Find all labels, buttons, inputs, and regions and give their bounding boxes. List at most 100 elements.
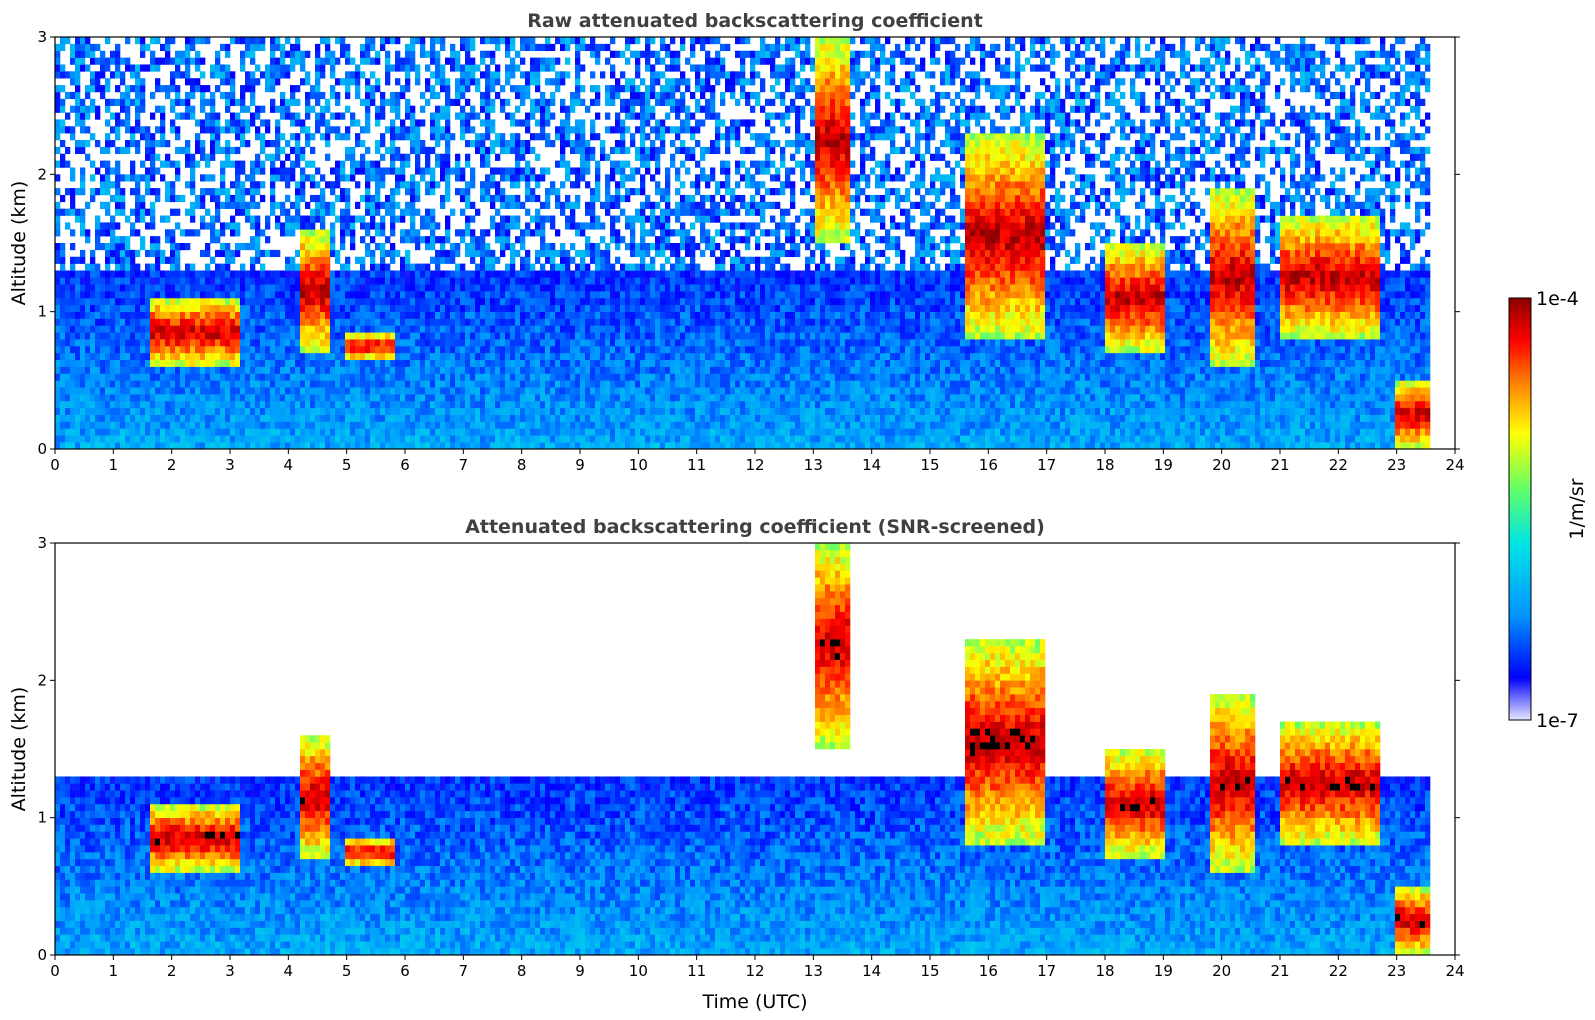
heatmap-cell bbox=[510, 174, 516, 182]
heatmap-cell bbox=[455, 352, 461, 361]
heatmap-cell bbox=[60, 414, 66, 422]
heatmap-cell bbox=[405, 98, 411, 106]
heatmap-cell bbox=[270, 50, 276, 58]
heatmap-cell bbox=[530, 146, 536, 155]
heatmap-cell bbox=[95, 236, 101, 244]
heatmap-cell bbox=[55, 421, 61, 429]
heatmap-cell bbox=[595, 442, 601, 449]
heatmap-cell bbox=[405, 400, 411, 409]
heatmap-cell bbox=[315, 208, 321, 216]
heatmap-cell bbox=[535, 222, 541, 230]
heatmap-cell bbox=[430, 188, 436, 196]
heatmap-cell bbox=[120, 146, 126, 155]
heatmap-cell bbox=[595, 112, 601, 120]
heatmap-cell bbox=[235, 112, 241, 120]
heatmap-cell bbox=[455, 64, 461, 72]
heatmap-cell bbox=[60, 160, 66, 168]
heatmap-cell bbox=[320, 311, 326, 319]
heatmap-cell bbox=[210, 71, 216, 79]
heatmap-cell bbox=[240, 318, 246, 326]
heatmap-cell bbox=[230, 297, 236, 306]
heatmap-cell bbox=[375, 297, 381, 306]
heatmap-cell bbox=[565, 71, 571, 79]
heatmap-cell bbox=[280, 325, 286, 333]
heatmap-cell bbox=[565, 414, 571, 422]
heatmap-cell bbox=[335, 256, 341, 264]
heatmap-cell bbox=[345, 339, 351, 347]
heatmap-cell bbox=[525, 442, 531, 449]
heatmap-cell bbox=[210, 236, 216, 244]
heatmap-cell bbox=[365, 181, 371, 189]
heatmap-cell bbox=[65, 332, 71, 340]
heatmap-cell bbox=[600, 400, 606, 409]
heatmap-cell bbox=[455, 297, 461, 306]
heatmap-cell bbox=[415, 194, 421, 203]
heatmap-cell bbox=[120, 339, 126, 347]
heatmap-cell bbox=[265, 407, 271, 415]
heatmap-cell bbox=[605, 256, 611, 264]
heatmap-cell bbox=[410, 43, 416, 52]
heatmap-cell bbox=[310, 346, 316, 354]
heatmap-cell bbox=[605, 394, 611, 402]
heatmap-cell bbox=[495, 394, 501, 402]
heatmap-cell bbox=[245, 394, 251, 402]
heatmap-cell bbox=[155, 352, 161, 361]
heatmap-cell bbox=[115, 339, 121, 347]
heatmap-cell bbox=[355, 256, 361, 264]
heatmap-cell bbox=[590, 359, 596, 367]
heatmap-cell bbox=[60, 297, 66, 306]
heatmap-cell bbox=[415, 181, 421, 189]
heatmap-cell bbox=[75, 85, 81, 93]
heatmap-cell bbox=[535, 64, 541, 72]
heatmap-cell bbox=[360, 407, 366, 415]
heatmap-cell bbox=[365, 352, 371, 361]
heatmap-cell bbox=[405, 380, 411, 388]
heatmap-cell bbox=[485, 339, 491, 347]
heatmap-cell bbox=[360, 311, 366, 319]
heatmap-cell bbox=[350, 297, 356, 306]
heatmap-cell bbox=[480, 140, 486, 148]
heatmap-cell bbox=[475, 414, 481, 422]
heatmap-cell bbox=[165, 346, 171, 354]
heatmap-cell bbox=[205, 222, 211, 230]
heatmap-cell bbox=[390, 325, 396, 333]
heatmap-cell bbox=[445, 181, 451, 189]
heatmap-cell bbox=[305, 270, 311, 278]
heatmap-cell bbox=[225, 222, 231, 230]
heatmap-cell bbox=[275, 304, 281, 312]
heatmap-cell bbox=[400, 352, 406, 361]
heatmap-cell bbox=[425, 188, 431, 196]
heatmap-cell bbox=[515, 318, 521, 326]
heatmap-cell bbox=[180, 243, 186, 251]
heatmap-cell bbox=[55, 243, 61, 251]
heatmap-cell bbox=[410, 442, 416, 449]
heatmap-cell bbox=[370, 359, 376, 367]
heatmap-cell bbox=[150, 277, 156, 285]
heatmap-cell bbox=[125, 105, 131, 113]
heatmap-cell bbox=[575, 394, 581, 402]
heatmap-cell bbox=[65, 311, 71, 319]
heatmap-cell bbox=[250, 332, 256, 340]
heatmap-cell bbox=[590, 194, 596, 203]
heatmap-cell bbox=[190, 291, 196, 299]
heatmap-cell bbox=[565, 263, 571, 271]
heatmap-cell bbox=[520, 407, 526, 415]
heatmap-cell bbox=[540, 339, 546, 347]
heatmap-cell bbox=[595, 215, 601, 223]
heatmap-cell bbox=[250, 304, 256, 312]
heatmap-cell bbox=[130, 188, 136, 196]
heatmap-cell bbox=[510, 112, 516, 120]
heatmap-cell bbox=[310, 387, 316, 395]
heatmap-cell bbox=[260, 263, 266, 271]
heatmap-cell bbox=[280, 339, 286, 347]
heatmap-cell bbox=[215, 215, 221, 223]
heatmap-cell bbox=[190, 339, 196, 347]
heatmap-cell bbox=[145, 43, 151, 52]
heatmap-cell bbox=[205, 126, 211, 134]
heatmap-cell bbox=[580, 222, 586, 230]
heatmap-cell bbox=[505, 325, 511, 333]
heatmap-cell bbox=[530, 346, 536, 354]
heatmap-cell bbox=[290, 85, 296, 93]
heatmap-cell bbox=[340, 297, 346, 306]
heatmap-cell bbox=[225, 311, 231, 319]
